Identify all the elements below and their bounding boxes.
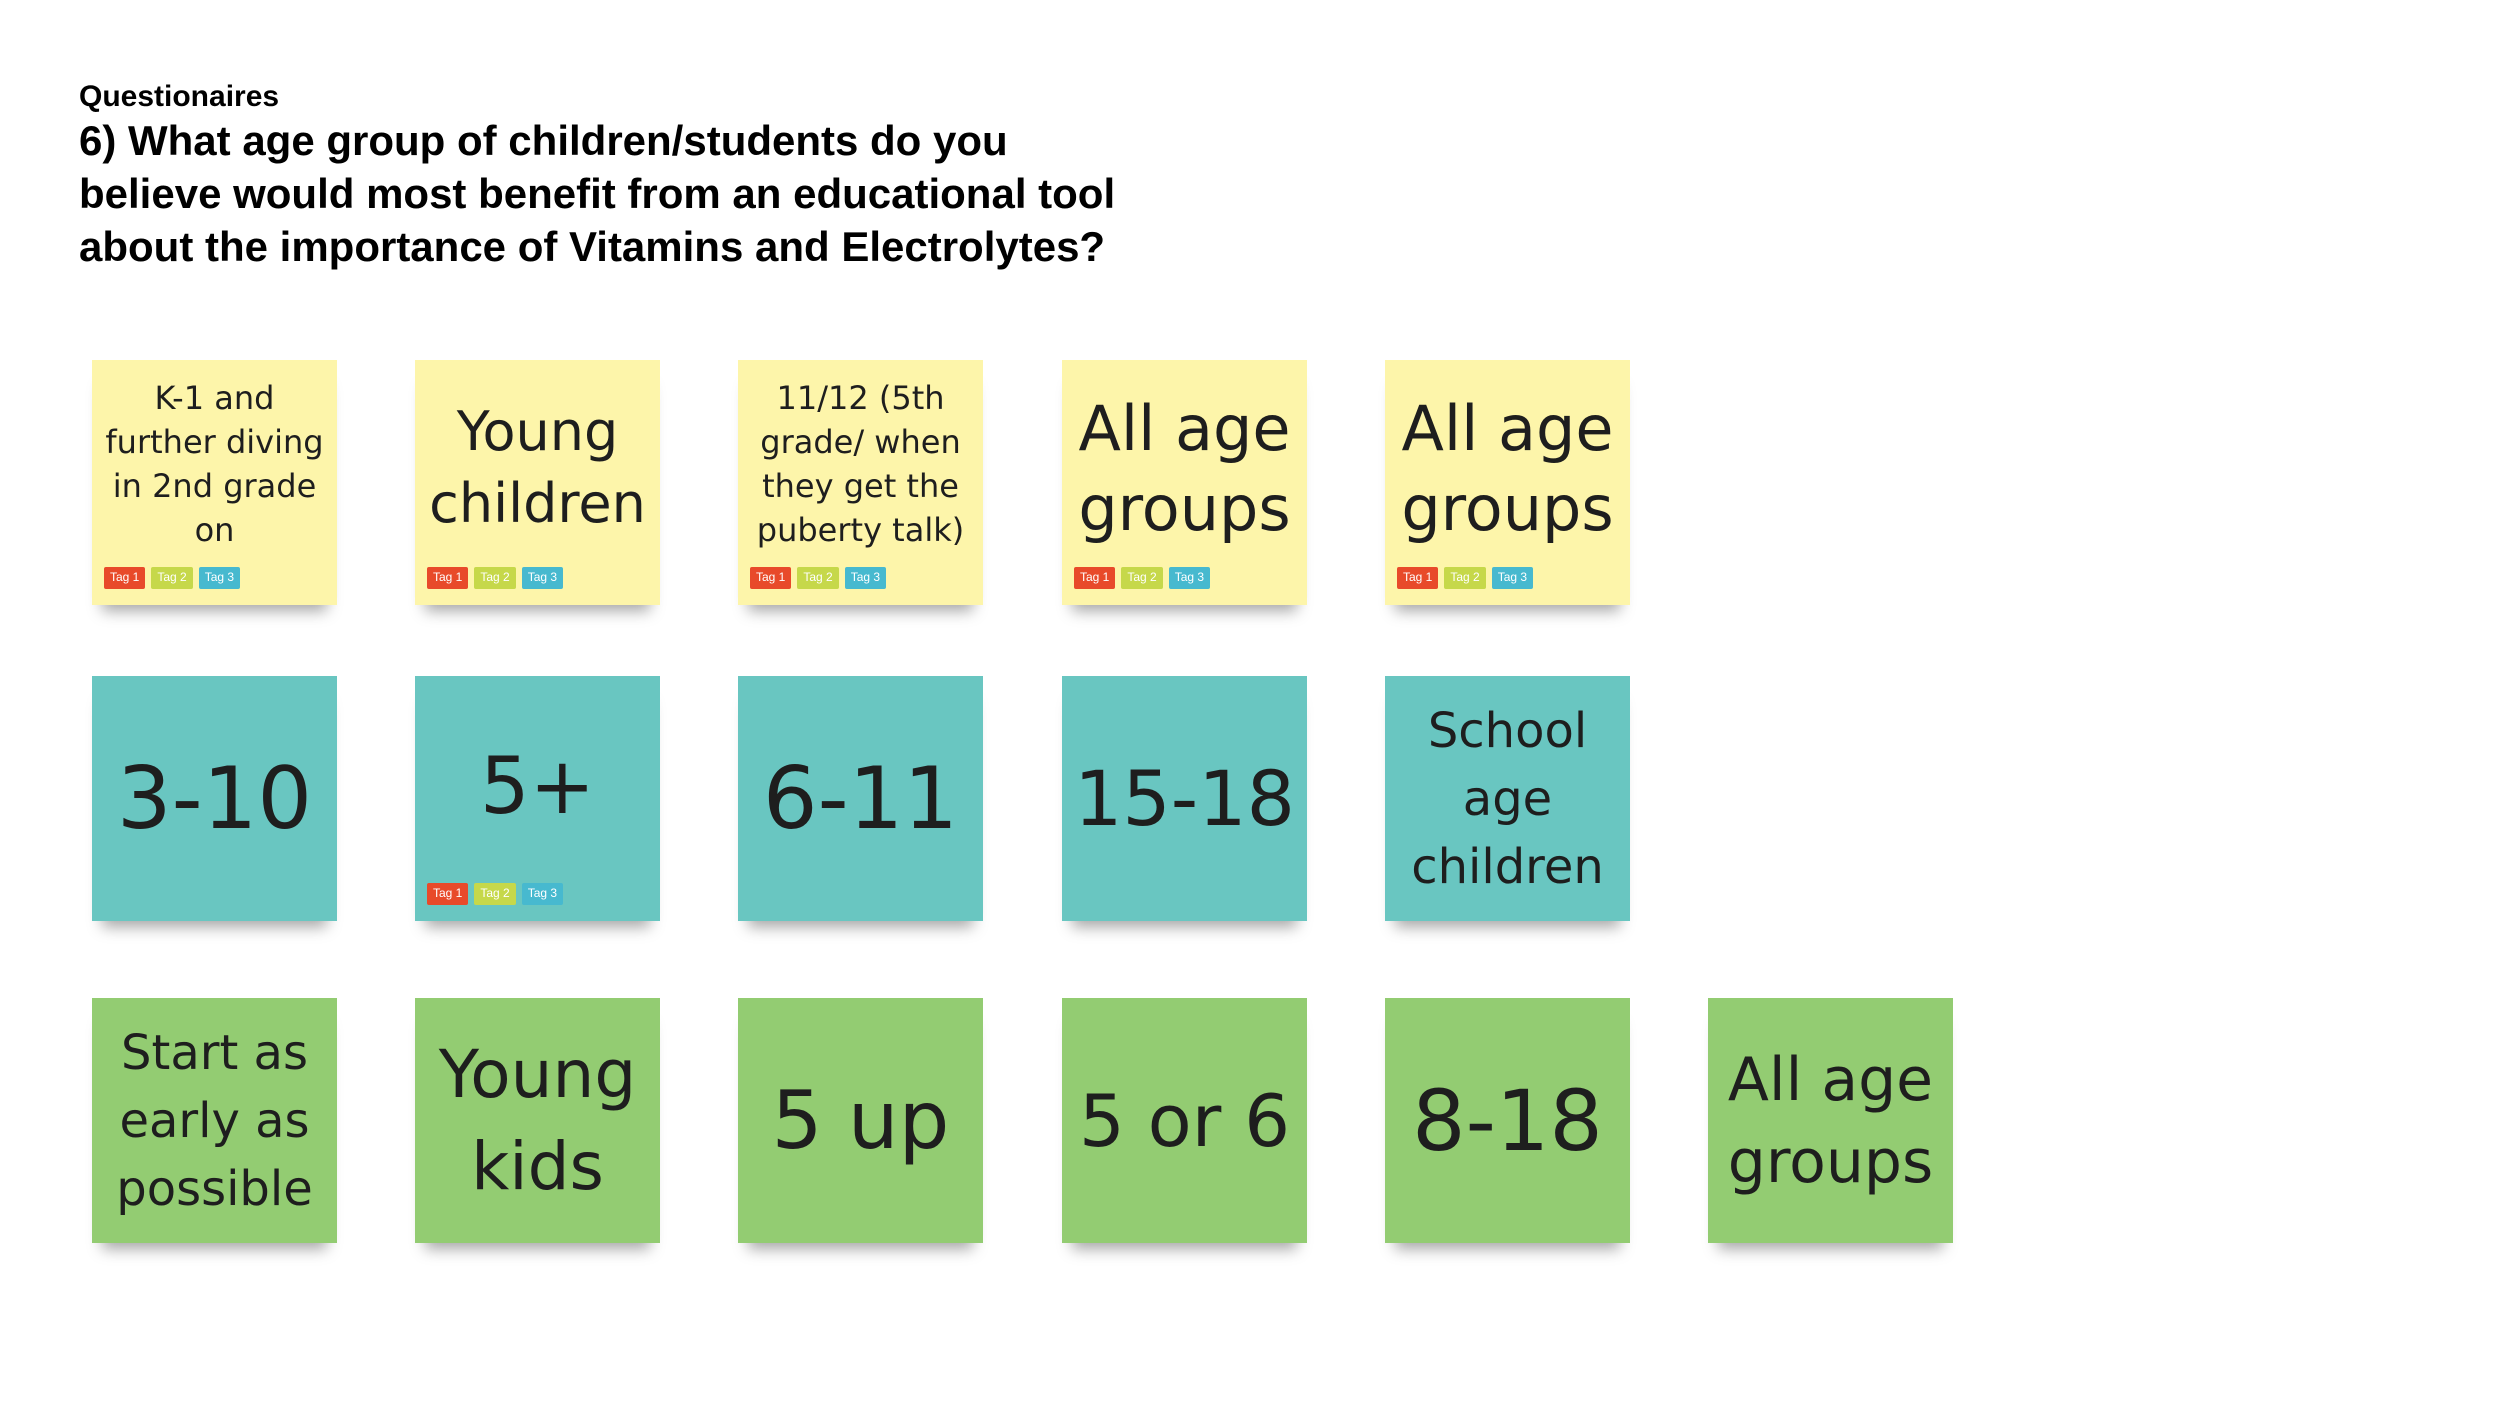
tag-badge[interactable]: Tag 1	[1397, 567, 1439, 589]
sticky-note-text: 8-18	[1412, 1071, 1603, 1170]
tag-badge[interactable]: Tag 1	[1074, 567, 1116, 589]
sticky-note-text: 11/12 (5th grade/ when they get the pube…	[756, 378, 965, 549]
tag-badge[interactable]: Tag 1	[427, 567, 469, 589]
tag-badge[interactable]: Tag 1	[427, 883, 469, 905]
sticky-note[interactable]: 5+ Tag 1 Tag 2 Tag 3	[415, 676, 660, 921]
sticky-note-text: 6-11	[762, 748, 959, 849]
sticky-note[interactable]: Young children Tag 1 Tag 2 Tag 3	[415, 360, 660, 605]
slide-header: Questionaires 6) What age group of child…	[79, 80, 1279, 273]
sticky-note-text: 3-10	[116, 748, 313, 849]
sticky-note[interactable]: 5 up	[738, 998, 983, 1243]
tag-badge[interactable]: Tag 3	[198, 567, 241, 589]
sticky-note[interactable]: 15-18	[1062, 676, 1307, 921]
sticky-note[interactable]: School age children	[1385, 676, 1630, 921]
sticky-note-text: 5+	[480, 741, 595, 832]
sticky-note-text: Young kids	[438, 1035, 637, 1205]
sticky-note[interactable]: 5 or 6	[1062, 998, 1307, 1243]
tag-badge[interactable]: Tag 2	[1121, 567, 1163, 589]
tag-badge[interactable]: Tag 2	[797, 567, 839, 589]
sticky-note-text: All age groups	[1078, 391, 1291, 545]
sticky-note-text: 15-18	[1074, 753, 1295, 843]
tag-badge[interactable]: Tag 3	[521, 883, 564, 905]
tag-group: Tag 1 Tag 2 Tag 3	[1397, 567, 1534, 589]
sticky-note[interactable]: 6-11	[738, 676, 983, 921]
tag-badge[interactable]: Tag 2	[474, 567, 516, 589]
sticky-note-text: All age groups	[1727, 1044, 1934, 1197]
sticky-note[interactable]: 8-18	[1385, 998, 1630, 1243]
tag-badge[interactable]: Tag 3	[844, 567, 887, 589]
sticky-note-text: 5 up	[771, 1073, 950, 1167]
tag-badge[interactable]: Tag 2	[151, 567, 193, 589]
tag-badge[interactable]: Tag 3	[1168, 567, 1211, 589]
sticky-note-text: All age groups	[1401, 391, 1614, 545]
tag-badge[interactable]: Tag 1	[104, 567, 146, 589]
sticky-note-text: School age children	[1411, 702, 1604, 895]
section-subtitle: Questionaires	[79, 80, 280, 113]
sticky-note[interactable]: K-1 and further diving in 2nd grade on T…	[92, 360, 337, 605]
sticky-note-text: Start as early as possible	[116, 1024, 313, 1217]
tag-badge[interactable]: Tag 1	[750, 567, 792, 589]
tag-group: Tag 1 Tag 2 Tag 3	[104, 567, 241, 589]
tag-badge[interactable]: Tag 2	[474, 883, 516, 905]
sticky-note[interactable]: All age groups Tag 1 Tag 2 Tag 3	[1385, 360, 1630, 605]
question-title: 6) What age group of children/students d…	[79, 117, 1116, 270]
tag-badge[interactable]: Tag 3	[1491, 567, 1534, 589]
sticky-note[interactable]: All age groups	[1708, 998, 1953, 1243]
tag-group: Tag 1 Tag 2 Tag 3	[750, 567, 887, 589]
tag-badge[interactable]: Tag 2	[1444, 567, 1486, 589]
tag-badge[interactable]: Tag 3	[521, 567, 564, 589]
sticky-note[interactable]: All age groups Tag 1 Tag 2 Tag 3	[1062, 360, 1307, 605]
tag-group: Tag 1 Tag 2 Tag 3	[1074, 567, 1211, 589]
sticky-note[interactable]: 11/12 (5th grade/ when they get the pube…	[738, 360, 983, 605]
sticky-note[interactable]: Young kids	[415, 998, 660, 1243]
sticky-note-text: K-1 and further diving in 2nd grade on	[105, 378, 324, 549]
sticky-note-text: Young children	[429, 399, 646, 535]
sticky-note[interactable]: 3-10	[92, 676, 337, 921]
tag-group: Tag 1 Tag 2 Tag 3	[427, 567, 564, 589]
sticky-note-text: 5 or 6	[1078, 1078, 1291, 1163]
sticky-note[interactable]: Start as early as possible	[92, 998, 337, 1243]
tag-group: Tag 1 Tag 2 Tag 3	[427, 883, 564, 905]
